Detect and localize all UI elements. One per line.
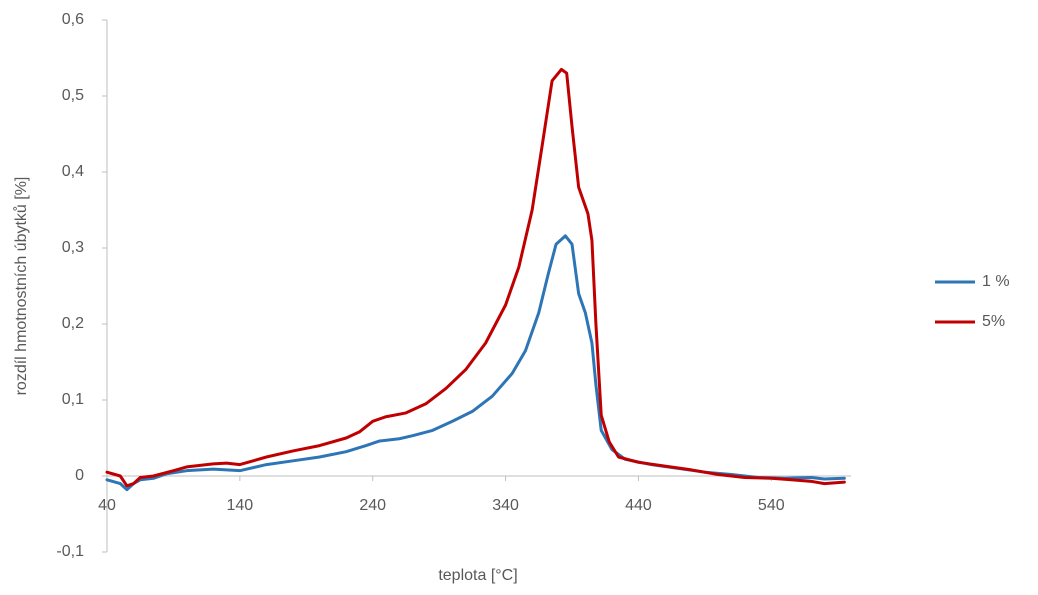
- x-tick-label: 240: [359, 497, 386, 514]
- y-tick-label: 0,3: [62, 239, 84, 256]
- x-tick-label: 540: [758, 497, 785, 514]
- y-tick-label: 0,2: [62, 315, 84, 332]
- x-tick-label: 440: [625, 497, 652, 514]
- y-tick-label: 0,5: [62, 87, 84, 104]
- series-line: [105, 67, 846, 488]
- series-line: [105, 234, 846, 492]
- legend-label: 5%: [982, 313, 1005, 330]
- y-tick-label: -0,1: [56, 543, 84, 560]
- y-tick-label: 0,4: [62, 163, 84, 180]
- x-tick-label: 140: [227, 497, 254, 514]
- legend-label: 1 %: [982, 273, 1010, 290]
- y-axis-title: rozdíl hmotnostních úbytků [%]: [12, 177, 30, 396]
- y-tick-label: 0,6: [62, 11, 84, 28]
- x-axis-title: teplota [°C]: [438, 567, 517, 584]
- y-tick-label: 0,1: [62, 391, 84, 408]
- x-tick-label: 340: [492, 497, 519, 514]
- x-tick-label: 40: [98, 497, 116, 514]
- y-tick-label: 0: [75, 467, 84, 484]
